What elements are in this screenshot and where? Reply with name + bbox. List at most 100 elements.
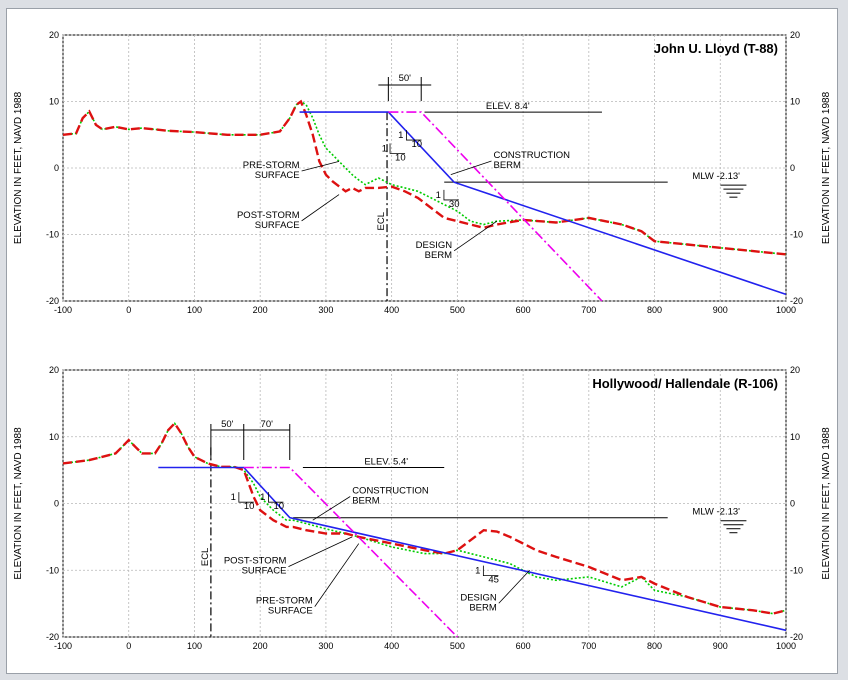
panel2-annotation-leader [288,536,353,567]
panel2-dimension-label: 50' [221,419,234,430]
panel2-x-tick-label: 500 [450,641,465,651]
panel2-y-tick-label-left: -20 [46,632,59,642]
panel1-y-tick-label-left: -20 [46,296,59,306]
panel1-y-tick-label-left: 10 [49,97,59,107]
panel2-y-tick-label-left: 10 [49,432,59,442]
panel2-x-tick-label: 1000 [776,641,796,651]
panel2-x-tick-label: 0 [126,641,131,651]
panel1-annotation-label: DESIGN [416,240,453,251]
panel1-reference-line-label: ELEV. 8.4' [486,101,530,112]
panel1-x-tick-label: 600 [516,305,531,315]
panel2-y-axis-label-left: ELEVATION IN FEET, NAVD 1988 [13,427,24,580]
panel1-x-tick-label: 1000 [776,305,796,315]
panel2-slope-rise-label: 1 [231,492,236,503]
panel2-reference-line-label: MLW -2.13' [692,507,740,518]
panel2-annotation-leader [314,543,360,607]
panel1-y-tick-label-right: -20 [790,296,803,306]
panel1-x-tick-label: 700 [581,305,596,315]
figure-frame: -100 0 100 200 300 400 500 600 700 800 900 1000 20 20… [6,8,838,674]
panel2-slope-rise-label: 1 [475,566,480,577]
panel1-annotation-label: BERM [494,160,522,171]
panel2-slope-rise-label: 1 [260,492,265,503]
panel2-slope-marker [482,565,499,576]
panel1-x-tick-label: 300 [318,305,333,315]
panel2-x-tick-label: 900 [713,641,728,651]
panel1-reference-line-label: MLW -2.13' [692,171,740,182]
panel2-y-tick-label-left: 20 [49,365,59,375]
panel1-slope-rise-label: 1 [398,130,403,141]
panel1-annotation-leader [450,160,492,176]
panel2-slope-run-label: 10 [273,501,284,512]
panel2-title: Hollywood/ Hallendale (R-106) [592,376,778,391]
panel2-annotation-label: BERM [352,495,380,506]
panel2-annotation-label: DESIGN [460,592,497,603]
panel2-x-tick-label: 200 [253,641,268,651]
panel1-annotation-label: CONSTRUCTION [494,150,571,161]
panel2-y-tick-label-right: -20 [790,632,803,642]
panel1-annotation-label: POST-STORM [237,210,300,221]
panel2-y-axis-label-right: ELEVATION IN FEET, NAVD 1988 [821,427,832,580]
panel2-series-pre-storm-surface [62,422,787,615]
panel2-annotation-leader [498,569,530,604]
panel1-series-design-berm [388,111,603,302]
panel2-reference-line-label: ELEV. 5.4' [364,456,408,467]
panel2-y-tick-label-right: 10 [790,432,800,442]
panel1-title: John U. Lloyd (T-88) [654,41,778,56]
panel1-y-tick-label-left: 0 [54,163,59,173]
panel2-x-tick-label: -100 [54,641,72,651]
panel1-slope-run-label: 10 [395,152,406,163]
panel2-y-tick-label-right: -10 [790,565,803,575]
panel1-y-tick-label-right: 20 [790,30,800,40]
panel1-slope-marker [443,189,459,201]
panel1-y-axis-label-left: ELEVATION IN FEET, NAVD 1988 [13,91,24,244]
panel2-ecl-label: ECL [200,548,211,566]
panel2-annotation-label: POST-STORM [224,556,287,567]
panel2-slope-marker [268,492,284,503]
panel2-x-tick-label: 400 [384,641,399,651]
panel1-annotation-label: PRE-STORM [243,160,300,171]
panel1-slope-rise-label: 1 [436,190,441,201]
panel1-slope-run-label: 10 [411,139,422,150]
panel2-x-tick-label: 600 [516,641,531,651]
panel2-annotation-label: SURFACE [242,566,287,577]
panel1-annotation-leader [453,220,498,252]
panel1-x-tick-label: 800 [647,305,662,315]
panel2-slope-marker [238,492,254,503]
panel1-y-tick-label-right: 0 [790,163,795,173]
panel1-x-tick-label: 900 [713,305,728,315]
panel1-ecl-label: ECL [376,212,387,230]
panel2-dimension-label: 70' [261,419,274,430]
panel2-y-tick-label-right: 0 [790,499,795,509]
panel1-x-tick-label: 400 [384,305,399,315]
panel1-x-tick-label: 500 [450,305,465,315]
panel2-x-tick-label: 100 [187,641,202,651]
panel1-slope-run-label: 30 [449,199,460,210]
panel2-annotation-label: BERM [469,602,497,613]
panel2-series-design-berm [243,466,458,638]
panel2-y-tick-label-left: -10 [46,565,59,575]
panel1-annotation-label: SURFACE [255,170,300,181]
panel1-y-axis-label-right: ELEVATION IN FEET, NAVD 1988 [821,91,832,244]
panel1-series-construction-berm [299,111,787,296]
panel2-annotation-label: SURFACE [268,606,313,617]
panel1-y-tick-label-left: -10 [46,230,59,240]
panel1-y-tick-label-left: 20 [49,30,59,40]
panel2-y-tick-label-right: 20 [790,365,800,375]
panel2-annotation-label: PRE-STORM [256,596,313,607]
panel2-annotation-label: CONSTRUCTION [352,485,429,496]
panel2-series-post-storm-surface [62,421,787,615]
panel1-slope-marker [406,130,422,141]
panel1-y-tick-label-right: 10 [790,97,800,107]
panel1-slope-marker [389,143,406,154]
panel1-dimension-label: 50' [399,73,412,84]
panel1-x-tick-label: 200 [253,305,268,315]
panel1-annotation-label: BERM [425,250,453,261]
panel1-annotation-label: SURFACE [255,220,300,231]
panel1-x-tick-label: 0 [126,305,131,315]
panel2-x-tick-label: 300 [318,641,333,651]
panel1-y-tick-label-right: -10 [790,230,803,240]
panel2-x-tick-label: 700 [581,641,596,651]
panel1-annotation-leader [301,194,340,222]
panel2-y-tick-label-left: 0 [54,499,59,509]
